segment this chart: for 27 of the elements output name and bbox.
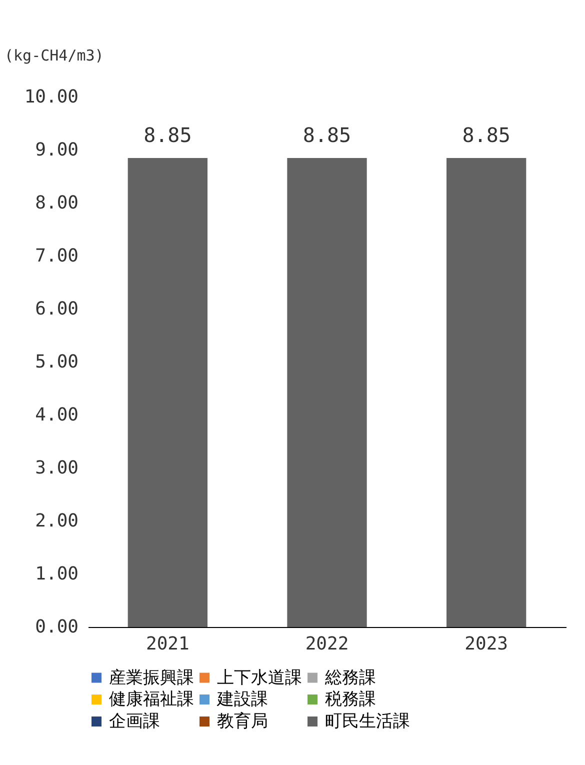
legend-label: 税務課	[325, 690, 376, 710]
y-tick-label: 5.00	[35, 352, 78, 372]
x-tick-label: 2023	[464, 634, 508, 654]
data-label: 8.85	[144, 122, 192, 147]
legend-label: 産業振興課	[109, 668, 194, 688]
y-tick-label: 4.00	[35, 404, 78, 426]
y-tick-label: 6.00	[35, 298, 78, 320]
legend-label: 上下水道課	[217, 668, 302, 688]
y-axis-title: (kg-CH4/m3)	[4, 46, 104, 64]
y-tick-label: 7.00	[35, 246, 78, 266]
y-tick-label: 8.00	[35, 192, 78, 214]
data-label: 8.85	[462, 122, 510, 147]
legend-label: 町民生活課	[325, 712, 410, 732]
y-tick-label: 1.00	[35, 564, 78, 584]
y-tick-label: 0.00	[35, 616, 78, 638]
x-tick-label: 2022	[305, 634, 349, 654]
y-tick-label: 3.00	[35, 458, 78, 478]
legend-label: 企画課	[109, 712, 160, 732]
y-tick-label: 10.00	[24, 86, 78, 108]
x-tick-label: 2021	[146, 634, 190, 654]
legend-label: 健康福祉課	[109, 690, 194, 710]
data-label: 8.85	[302, 122, 352, 147]
legend-label: 総務課	[324, 668, 376, 688]
y-tick-label: 9.00	[35, 140, 78, 160]
legend-label: 建設課	[216, 690, 268, 710]
legend-label: 教育局	[217, 712, 268, 732]
y-tick-label: 2.00	[35, 510, 78, 532]
